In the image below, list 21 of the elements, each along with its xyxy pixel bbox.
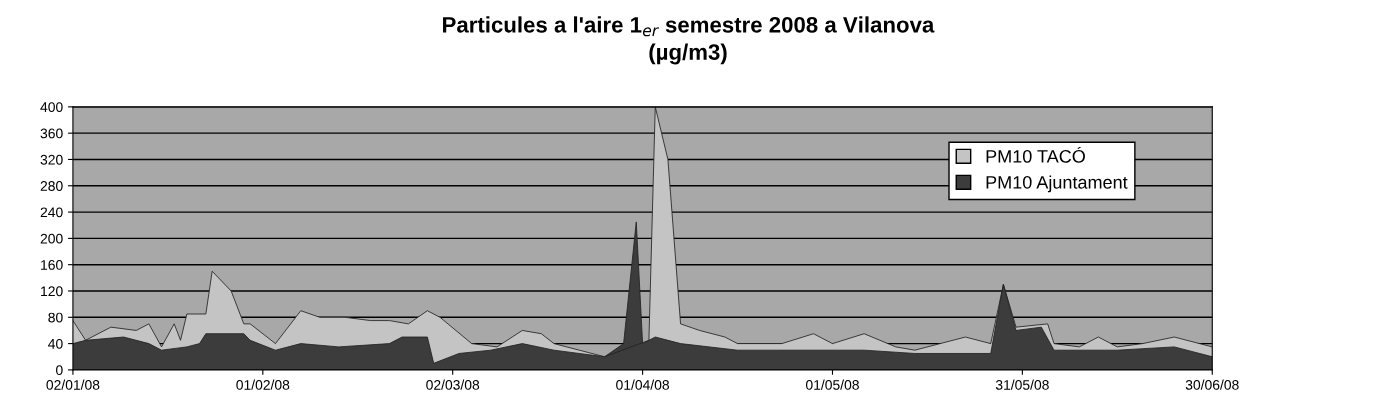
y-tick-label: 320 bbox=[40, 154, 63, 165]
y-tick-label: 120 bbox=[41, 286, 63, 297]
legend-label: PM10 Ajuntament bbox=[986, 175, 1128, 193]
y-tick-label: 200 bbox=[40, 233, 63, 244]
x-tick-label: 30/06/08 bbox=[1185, 379, 1239, 390]
y-tick-label: 0 bbox=[56, 365, 63, 376]
y-tick-label: 80 bbox=[48, 312, 63, 323]
chart-title: Particules a l'aire 1$_{er}$ semestre 2008 a Vilanova (µg/m3) bbox=[443, 16, 935, 65]
x-tick-label: 02/01/08 bbox=[46, 379, 100, 390]
y-tick-label: 40 bbox=[48, 338, 63, 349]
y-tick-label: 360 bbox=[40, 128, 63, 139]
y-tick-label: 160 bbox=[41, 260, 63, 270]
y-tick-label: 400 bbox=[40, 102, 63, 113]
x-tick-label: 01/05/08 bbox=[805, 379, 859, 390]
x-tick-label: 01/04/08 bbox=[616, 379, 670, 390]
y-tick-label: 240 bbox=[40, 207, 63, 218]
x-tick-label: 01/02/08 bbox=[236, 379, 290, 390]
y-tick-label: 280 bbox=[40, 181, 63, 191]
legend-label: PM10 TACÓ bbox=[986, 146, 1085, 163]
x-tick-label: 02/03/08 bbox=[426, 379, 480, 390]
x-tick-label: 31/05/08 bbox=[995, 379, 1049, 390]
